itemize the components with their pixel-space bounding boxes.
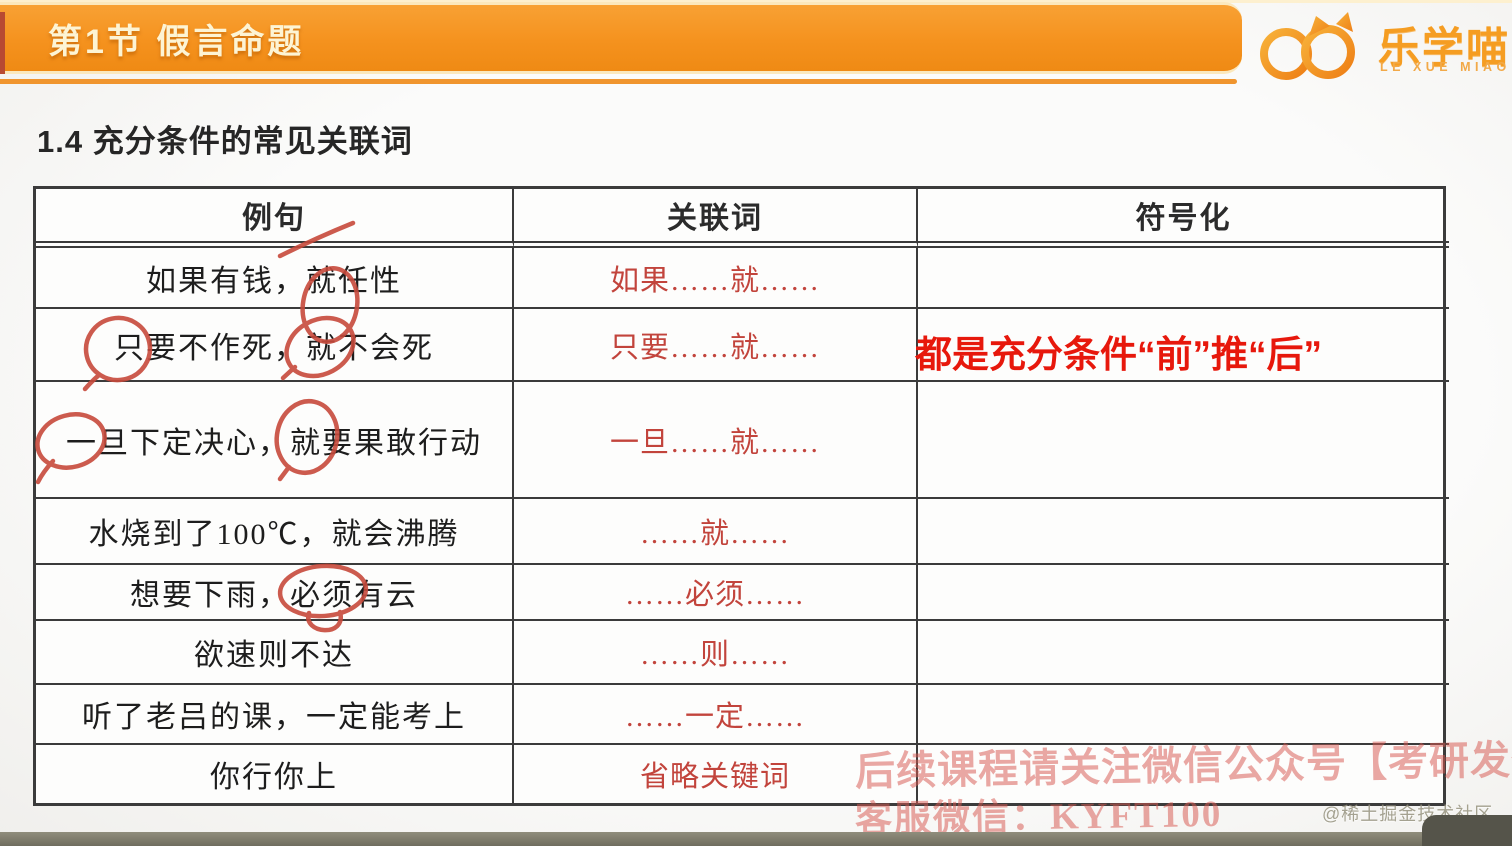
col-header-symbol: 符号化 (918, 189, 1449, 248)
connective-cell: ……就…… (514, 499, 918, 565)
logo-subtitle: LE XUE MIAO (1380, 60, 1511, 74)
logo-name: 乐学喵 (1378, 24, 1511, 71)
example-cell: 你行你上 (36, 745, 514, 803)
banner-underline (0, 79, 1237, 84)
example-cell: 欲速则不达 (36, 621, 514, 685)
example-cell: 水烧到了100℃，就会沸腾 (36, 499, 514, 565)
left-edge-sliver (0, 12, 5, 74)
connective-cell: ……则…… (514, 621, 918, 685)
connective-cell: ……必须…… (514, 565, 918, 621)
brand-logo: 乐学喵 LE XUE MIAO (1256, 8, 1512, 80)
connective-cell: 如果……就…… (514, 248, 918, 309)
sufficient-condition-note: 都是充分条件“前”推“后” (915, 334, 1322, 375)
page-title: 1.4 充分条件的常见关联词 (37, 124, 413, 159)
symbol-cell (918, 621, 1449, 685)
symbol-cell (918, 309, 1449, 382)
banner-top-trim (0, 0, 1512, 3)
connective-cell: 只要……就…… (514, 309, 918, 382)
cat-rings-icon (1260, 12, 1355, 80)
example-cell: 只要不作死，就不会死 (36, 309, 514, 382)
col-header-connective: 关联词 (514, 189, 918, 248)
connectives-table: 例句 关联词 符号化 如果有钱，就任性 如果……就…… 只要不作死，就不会死 只… (33, 186, 1449, 806)
symbol-cell (918, 248, 1449, 309)
section-banner: 第1节 假言命题 (0, 2, 1242, 74)
connective-cell: ……一定…… (514, 685, 918, 745)
connective-cell: 一旦……就…… (514, 382, 918, 499)
bottom-bar (0, 832, 1512, 846)
col-header-example: 例句 (36, 189, 514, 248)
section-title: 第1节 假言命题 (48, 22, 305, 61)
example-cell: 一旦下定决心，就要果敢行动 (36, 382, 514, 499)
example-cell: 听了老吕的课，一定能考上 (36, 685, 514, 745)
symbol-cell (918, 685, 1449, 745)
connective-cell: 省略关键词 (514, 745, 918, 803)
symbol-cell (918, 565, 1449, 621)
bottom-right-shape (1422, 815, 1512, 846)
symbol-cell (918, 382, 1449, 499)
example-cell: 如果有钱，就任性 (36, 248, 514, 309)
example-cell: 想要下雨，必须有云 (36, 565, 514, 621)
symbol-cell (918, 499, 1449, 565)
